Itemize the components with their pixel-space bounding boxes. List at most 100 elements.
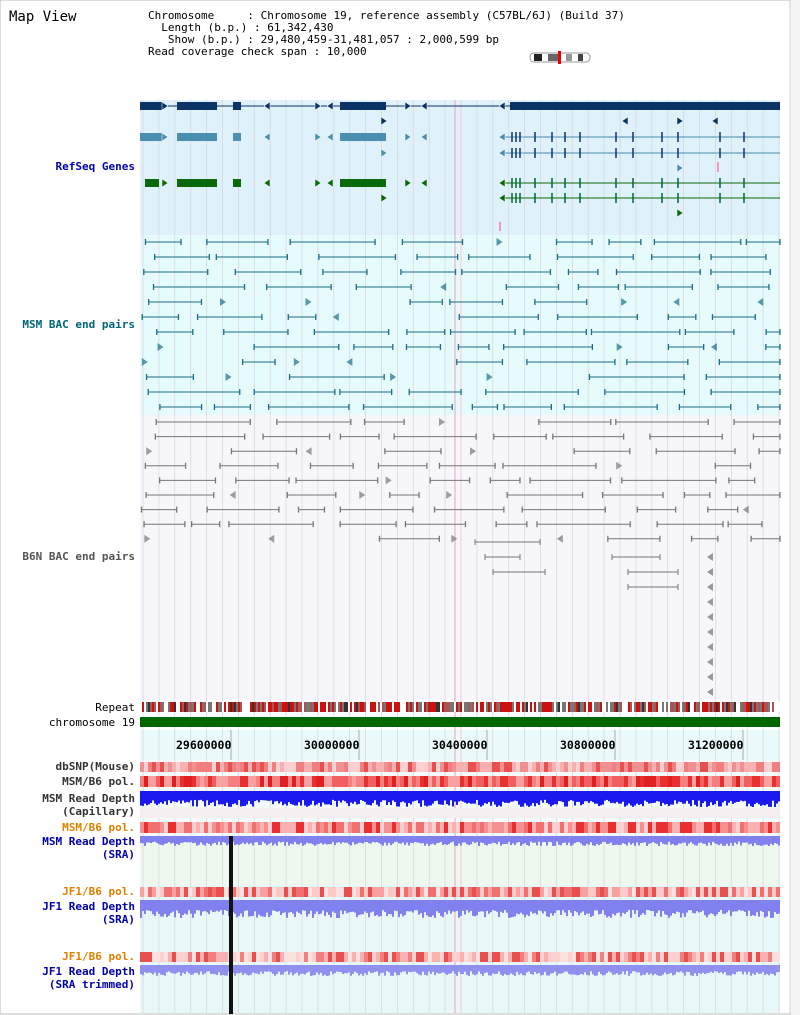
- track-label-msm-depth-sra[interactable]: MSM Read Depth: [42, 835, 135, 848]
- msm-b6-pol-cell: [592, 776, 596, 787]
- repeat-segment: [450, 702, 452, 712]
- repeat-segment: [236, 702, 238, 712]
- msm-b6-pol2-cell: [704, 822, 708, 833]
- jf1-b6-pol-cell: [708, 887, 712, 897]
- msm-capillary-depth-bar: [568, 791, 570, 802]
- msm-capillary-depth-bar: [274, 791, 276, 802]
- gene-strand-arrow: [263, 101, 271, 111]
- repeat-segment: [500, 702, 502, 712]
- msm-capillary-depth-bar: [538, 791, 540, 805]
- track-label-msm-depth-cap[interactable]: MSM Read Depth: [42, 792, 135, 805]
- track-label-dbsnp[interactable]: dbSNP(Mouse): [55, 760, 135, 773]
- jf1-sra-depth-bar: [674, 900, 676, 914]
- msm-capillary-depth-bar: [680, 791, 682, 803]
- gene-strand-arrow: [161, 101, 169, 111]
- msm-b6-pol-cell: [476, 776, 480, 787]
- msm-sra-depth-bar: [754, 836, 756, 844]
- gene-exon: [340, 102, 386, 110]
- repeat-segment: [752, 702, 754, 712]
- dbsnp-cell: [744, 762, 748, 772]
- jf1-sra-depth-bar: [734, 900, 736, 912]
- track-label-jf1-depth-sra[interactable]: JF1 Read Depth: [42, 900, 135, 913]
- track-label-refseq[interactable]: RefSeq Genes: [55, 160, 135, 173]
- msm-b6-pol-cell: [384, 776, 388, 787]
- jf1-trim-depth-bar: [738, 965, 740, 972]
- msm-sra-depth-bar: [386, 836, 388, 846]
- msm-capillary-depth-bar: [518, 791, 520, 805]
- msm-capillary-depth-bar: [182, 791, 184, 801]
- repeat-segment: [530, 702, 532, 712]
- msm-b6-pol-cell: [308, 776, 312, 787]
- msm-capillary-depth-bar: [384, 791, 386, 801]
- jf1-b6-pol-cell: [776, 887, 780, 897]
- dbsnp-cell: [516, 762, 520, 772]
- b6n-bac-single-end: [707, 628, 713, 636]
- jf1-sra-depth-bar: [260, 900, 262, 917]
- jf1-sra-depth-bar: [204, 900, 206, 911]
- jf1-sra-depth-bar: [394, 900, 396, 911]
- track-label-b6n-bac[interactable]: B6N BAC end pairs: [22, 550, 135, 563]
- msm-b6-pol-cell: [752, 776, 756, 787]
- jf1-sra-depth-bar: [176, 900, 178, 911]
- track-label-msm-bac[interactable]: MSM BAC end pairs: [22, 318, 135, 331]
- gene-exon: [145, 179, 159, 187]
- jf1-b6-pol-cell: [668, 887, 672, 897]
- jf1-trim-depth-bar: [724, 965, 726, 973]
- jf1-trim-depth-bar: [728, 965, 730, 976]
- jf1-sra-depth-bar: [188, 900, 190, 911]
- jf1-sra-depth-bar: [276, 900, 278, 912]
- msm-b6-pol-cell: [340, 776, 344, 787]
- dbsnp-cell: [452, 762, 456, 772]
- msm-sra-depth-bar: [388, 836, 390, 843]
- msm-b6-pol-cell: [316, 776, 320, 787]
- track-label-jf1-b6-pol-2[interactable]: JF1/B6 pol.: [62, 950, 135, 963]
- track-label-jf1-b6-pol-1[interactable]: JF1/B6 pol.: [62, 885, 135, 898]
- msm-b6-pol2-cell: [156, 822, 160, 833]
- msm-capillary-depth-bar: [318, 791, 320, 803]
- msm-capillary-depth-bar: [340, 791, 342, 803]
- msm-capillary-depth-bar: [670, 791, 672, 805]
- msm-capillary-depth-bar: [434, 791, 436, 802]
- msm-b6-pol2-cell: [176, 822, 180, 833]
- jf1-trim-depth-bar: [288, 965, 290, 975]
- track-label-jf1-depth-trim[interactable]: JF1 Read Depth: [42, 965, 135, 978]
- jf1-sra-depth-bar: [708, 900, 710, 915]
- msm-sra-depth-bar: [378, 836, 380, 844]
- jf1-b6-pol-cell: [620, 887, 624, 897]
- msm-sra-depth-bar: [200, 836, 202, 843]
- msm-sra-depth-bar: [148, 836, 150, 843]
- repeat-segment: [306, 702, 308, 712]
- msm-sra-depth-bar: [180, 836, 182, 844]
- repeat-segment: [560, 702, 562, 712]
- msm-b6-pol-cell: [140, 776, 144, 787]
- msm-capillary-depth-bar: [508, 791, 510, 803]
- msm-capillary-depth-bar: [564, 791, 566, 807]
- dbsnp-cell: [416, 762, 420, 772]
- msm-b6-pol-cell: [388, 776, 392, 787]
- jf1-trim-depth-bar: [588, 965, 590, 976]
- jf1-b6-pol-cell: [348, 887, 352, 897]
- jf1-b6-pol-cell: [496, 887, 500, 897]
- msm-capillary-depth-bar: [284, 791, 286, 804]
- dbsnp-cell: [488, 762, 492, 772]
- jf1-b6-pol2-cell: [544, 952, 548, 962]
- dbsnp-cell: [368, 762, 372, 772]
- jf1-b6-pol2-cell: [236, 952, 240, 962]
- msm-sra-depth-bar: [708, 836, 710, 843]
- jf1-b6-pol2-cell: [684, 952, 688, 962]
- msm-capillary-depth-bar: [750, 791, 752, 807]
- jf1-sra-depth-bar: [668, 900, 670, 918]
- msm-sra-depth-bar: [474, 836, 476, 844]
- msm-capillary-depth-bar: [322, 791, 324, 803]
- repeat-segment: [720, 702, 722, 712]
- repeat-segment: [434, 702, 436, 712]
- track-label-msm-b6-pol-1[interactable]: MSM/B6 pol.: [62, 775, 135, 788]
- msm-sra-depth-bar: [412, 836, 414, 844]
- msm-capillary-depth-bar: [578, 791, 580, 802]
- repeat-segment: [642, 702, 644, 712]
- jf1-b6-pol-cell: [452, 887, 456, 897]
- track-label-msm-b6-pol-2[interactable]: MSM/B6 pol.: [62, 821, 135, 834]
- repeat-segment: [162, 702, 164, 712]
- jf1-sra-depth-bar: [214, 900, 216, 912]
- jf1-b6-pol2-cell: [176, 952, 180, 962]
